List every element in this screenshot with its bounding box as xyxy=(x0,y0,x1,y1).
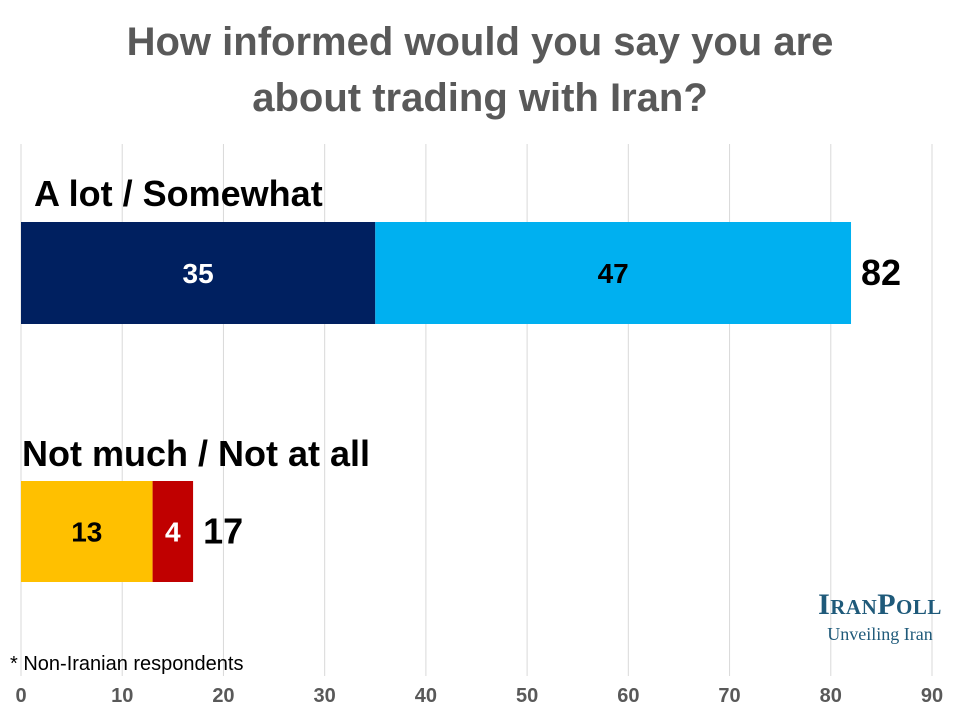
bar-value-label: 13 xyxy=(71,517,102,548)
x-tick-label: 0 xyxy=(15,685,26,707)
bar-segment xyxy=(21,481,153,582)
group-label: A lot / Somewhat xyxy=(34,173,323,214)
chart-title-line-1: How informed would you say you are xyxy=(126,20,834,64)
footnote: * Non-Iranian respondents xyxy=(10,653,244,675)
group-label: Not much / Not at all xyxy=(22,433,370,474)
chart-title-line-2: about trading with Iran? xyxy=(252,76,708,120)
x-tick-label: 20 xyxy=(212,685,234,707)
bar-total-label: 17 xyxy=(203,511,243,552)
chart-title: How informed would you say you are about… xyxy=(0,14,960,126)
iranpoll-logo: IranPoll Unveiling Iran xyxy=(790,588,960,645)
x-tick-label: 70 xyxy=(718,685,740,707)
bar-segment xyxy=(375,222,852,324)
bar-segment xyxy=(21,222,376,324)
bar-segment xyxy=(152,481,194,582)
bar-total-label: 82 xyxy=(861,252,901,293)
x-tick-label: 90 xyxy=(921,685,943,707)
bar-value-label: 35 xyxy=(183,258,214,289)
bar-value-label: 47 xyxy=(598,258,629,289)
x-tick-label: 40 xyxy=(415,685,437,707)
bar-value-label: 4 xyxy=(165,517,181,548)
logo-tagline: Unveiling Iran xyxy=(827,624,933,644)
x-tick-label: 10 xyxy=(111,685,133,707)
x-tick-label: 80 xyxy=(820,685,842,707)
x-tick-label: 50 xyxy=(516,685,538,707)
x-tick-label: 30 xyxy=(314,685,336,707)
logo-name: IranPoll xyxy=(818,588,942,621)
x-tick-label: 60 xyxy=(617,685,639,707)
